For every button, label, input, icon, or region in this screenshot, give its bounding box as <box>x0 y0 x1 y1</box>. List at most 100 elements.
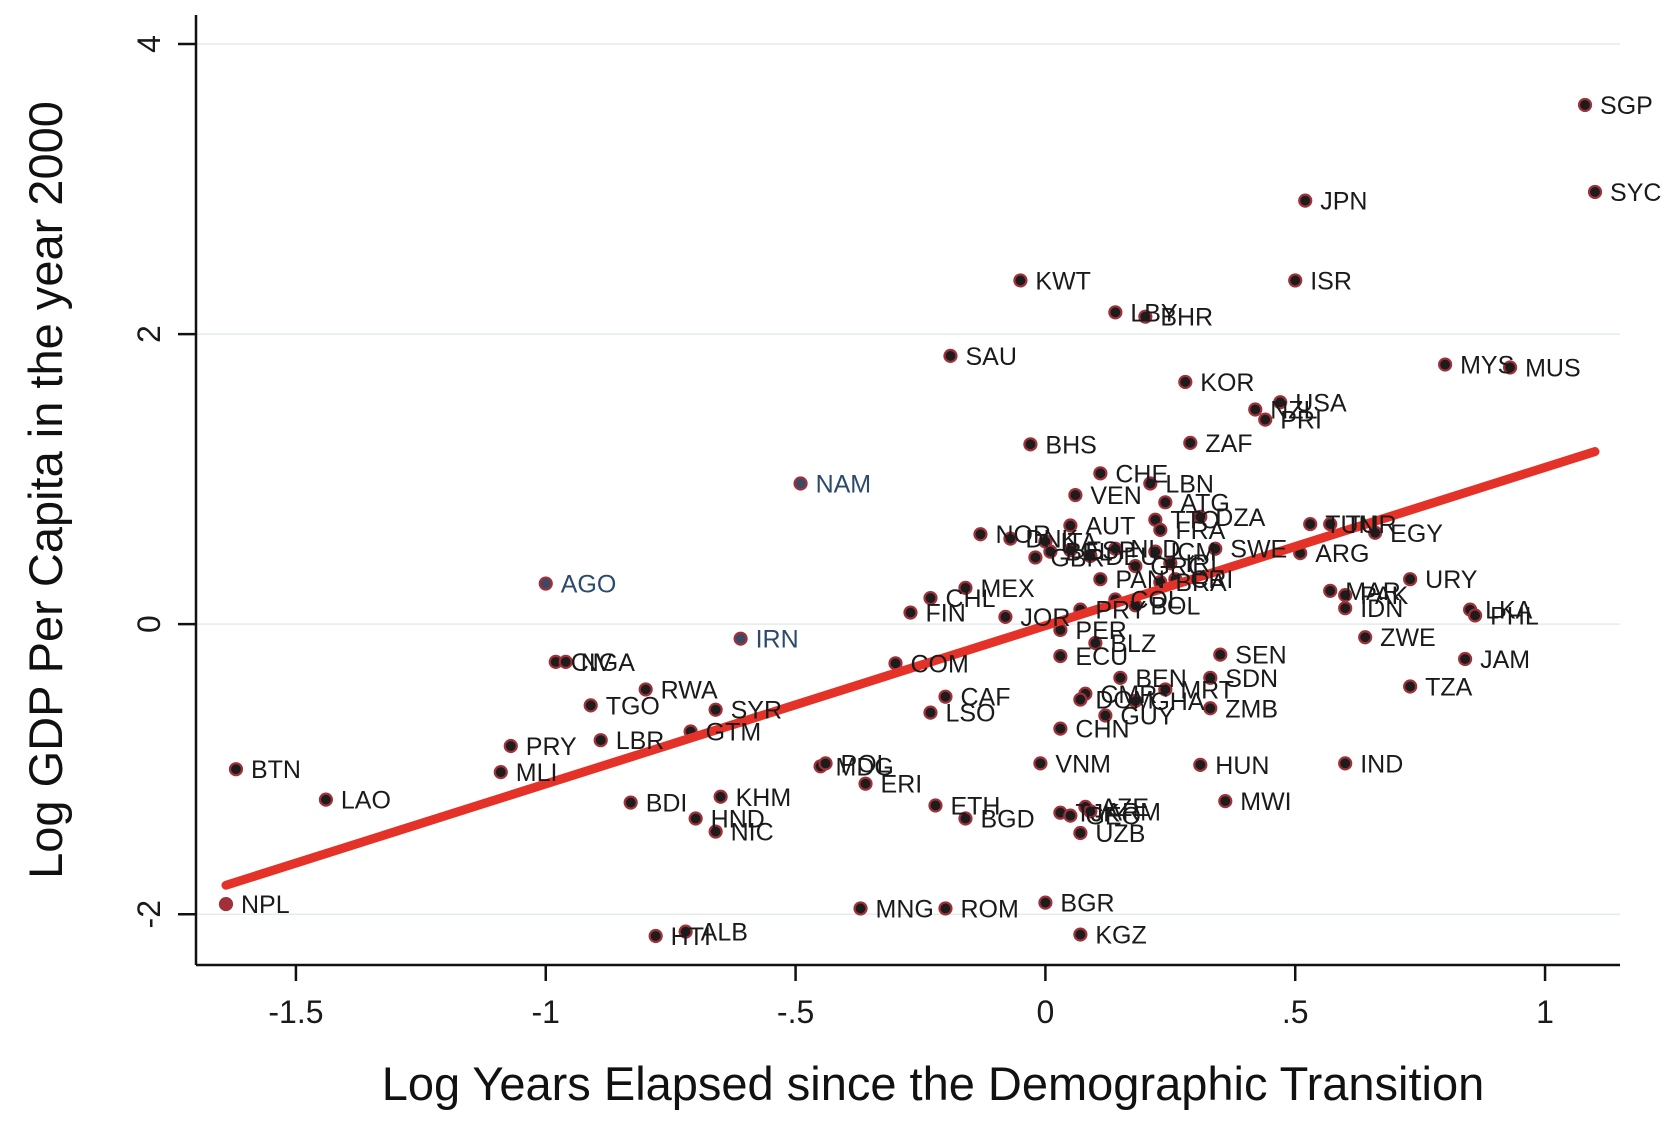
point-label: DOM <box>1095 687 1153 715</box>
point-label: LSO <box>945 700 995 728</box>
data-point <box>708 824 723 839</box>
point-label: FRA <box>1175 517 1225 545</box>
data-point <box>858 776 873 791</box>
point-label: ESP <box>1085 537 1135 565</box>
data-point <box>1063 543 1078 558</box>
point-label: KWT <box>1035 267 1091 295</box>
data-point <box>493 764 508 780</box>
point-label: LBY <box>1130 299 1178 327</box>
data-point <box>1218 794 1233 809</box>
data-point <box>733 631 748 646</box>
point-label: KGZ <box>1095 922 1146 950</box>
x-tick-label: 1 <box>1536 994 1554 1030</box>
data-point <box>1458 651 1473 667</box>
point-label: VEN <box>1090 482 1141 510</box>
point-label: NLD <box>1130 536 1180 564</box>
point-label: HUN <box>1215 752 1269 780</box>
data-point <box>923 705 938 720</box>
data-point <box>593 733 608 748</box>
axes <box>194 15 1620 967</box>
data-point <box>793 476 808 491</box>
point-label: CHL <box>945 585 995 613</box>
y-tick-label: 0 <box>131 615 167 633</box>
point-label: NPL <box>241 891 290 919</box>
point-label: BGR <box>1060 890 1114 918</box>
data-point <box>1013 273 1028 288</box>
data-point <box>218 896 234 912</box>
data-point <box>318 792 334 807</box>
point-label: BOL <box>1150 592 1200 620</box>
data-point <box>1213 647 1228 662</box>
data-point <box>928 798 943 813</box>
data-point <box>1138 309 1153 324</box>
point-label: DZA <box>1215 504 1265 532</box>
data-point <box>708 702 723 717</box>
data-point <box>713 789 728 804</box>
data-point <box>1203 701 1218 716</box>
point-label: ZMB <box>1225 695 1278 723</box>
point-label: CAF <box>960 684 1010 712</box>
data-point <box>1033 756 1048 771</box>
data-point <box>1068 487 1083 503</box>
data-point <box>1073 825 1088 841</box>
point-label: DNK <box>1025 526 1078 554</box>
point-label: TGO <box>606 692 660 720</box>
point-label: NIC <box>731 819 774 847</box>
axis-ticks: -2 0 2 4 -1.5 -1 -.5 0 .5 1 <box>131 35 1554 1030</box>
data-point <box>1053 721 1068 736</box>
data-point <box>1143 476 1158 491</box>
point-label: UZB <box>1095 820 1145 848</box>
data-point <box>1587 184 1603 200</box>
data-point <box>1178 374 1193 390</box>
data-point <box>1438 357 1453 372</box>
data-point <box>1003 531 1018 546</box>
point-label: NOR <box>995 521 1051 549</box>
data-point <box>943 348 958 363</box>
point-label: VNM <box>1055 750 1111 778</box>
point-label: CRI <box>1190 566 1233 594</box>
point-label: TUN <box>1325 511 1376 539</box>
data-point <box>1108 541 1123 556</box>
x-tick-label: -.5 <box>777 994 814 1030</box>
data-point <box>1093 466 1108 481</box>
data-point <box>558 654 573 669</box>
point-label: MRT <box>1180 676 1234 704</box>
data-point <box>958 580 973 596</box>
point-label: ARG <box>1315 540 1369 568</box>
point-label: TZA <box>1425 674 1473 702</box>
data-point <box>923 590 938 606</box>
data-point <box>1128 559 1143 574</box>
data-point <box>1273 395 1288 410</box>
point-label: SYC <box>1610 179 1661 207</box>
data-point <box>958 811 973 826</box>
data-point <box>853 901 868 916</box>
y-tick-label: 4 <box>131 35 167 53</box>
point-label: NAM <box>816 470 872 498</box>
data-point <box>1093 572 1108 587</box>
point-label: TJK <box>1075 800 1120 828</box>
point-label: MUS <box>1525 354 1581 382</box>
data-point <box>1063 808 1078 823</box>
point-label: BEN <box>1135 665 1186 693</box>
fit-line <box>221 447 1600 890</box>
point-label: MAR <box>1345 578 1401 606</box>
point-label: CIV <box>571 649 613 677</box>
point-label: DEU <box>1105 543 1158 571</box>
data-point <box>1153 522 1168 537</box>
data-point <box>1043 544 1058 559</box>
point-label: MYS <box>1460 352 1514 380</box>
point-label: ECU <box>1075 643 1128 671</box>
data-point <box>648 928 663 944</box>
point-label: AGO <box>561 571 617 599</box>
data-point <box>1148 544 1163 559</box>
point-label: PRY <box>526 733 577 761</box>
point-label: NZL <box>1270 397 1317 425</box>
data-point <box>1368 525 1383 540</box>
data-point <box>973 527 988 542</box>
point-label: COM <box>911 650 969 678</box>
point-label: SAU <box>965 343 1016 371</box>
data-point <box>1113 670 1128 685</box>
x-tick-label: .5 <box>1282 994 1309 1030</box>
data-point <box>228 762 244 777</box>
